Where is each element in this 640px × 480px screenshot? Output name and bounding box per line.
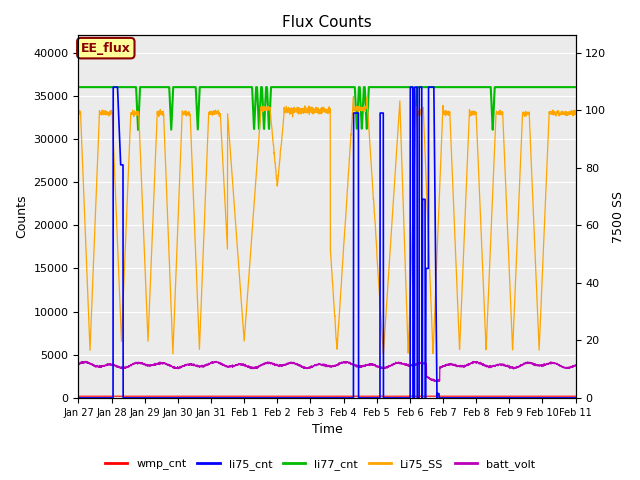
Title: Flux Counts: Flux Counts [282,15,372,30]
Legend: wmp_cnt, li75_cnt, li77_cnt, Li75_SS, batt_volt: wmp_cnt, li75_cnt, li77_cnt, Li75_SS, ba… [100,455,540,474]
X-axis label: Time: Time [312,423,342,436]
Text: EE_flux: EE_flux [81,42,131,55]
Y-axis label: Counts: Counts [15,195,28,239]
Y-axis label: 7500 SS: 7500 SS [612,191,625,242]
